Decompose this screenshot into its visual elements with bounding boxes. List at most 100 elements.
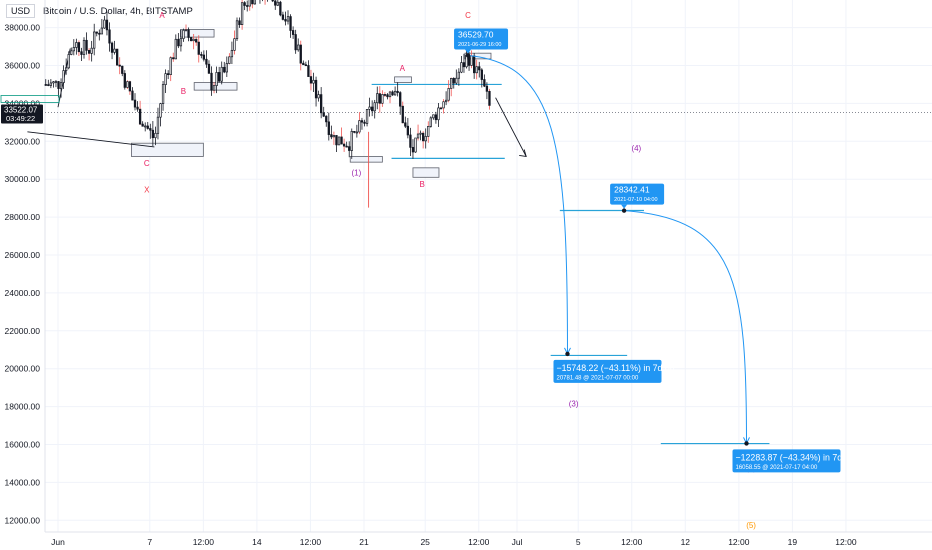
candle-up [350,131,353,151]
candle-up [276,1,279,6]
candle-down [138,108,142,125]
callout-value: 28342.41 [614,185,650,195]
candle-up [182,29,185,39]
candle-down [422,132,425,142]
projection-curve [624,210,747,444]
candle-up [179,38,183,47]
y-tick-label: 32000.00 [5,136,41,146]
trendlines [27,48,527,158]
x-tick-label: 12:00 [300,537,322,547]
candle-down [345,145,348,148]
symbol-title[interactable]: Bitcoin / U.S. Dollar, 4h, BITSTAMP [43,5,193,17]
candle-down [197,41,200,55]
candle-up [475,66,478,74]
candle-down [406,125,410,136]
candle-up [365,109,369,124]
candle-up [442,101,445,109]
candle-down [325,115,328,123]
y-tick-label: 12000.00 [5,515,41,525]
current-price-value: 33522.07 [4,105,38,114]
candle-down [294,34,297,51]
x-tick-label: 12:00 [621,537,643,547]
alert-box [0,95,60,103]
x-tick-label: Jul [512,537,523,547]
candle-up [225,63,228,73]
candle-up [248,0,251,7]
candle-down [401,105,404,124]
wave-label: C [144,159,150,168]
callout-value: 36529.70 [458,29,494,39]
candle-up [65,67,68,71]
candle-down [210,72,213,91]
candle-down [151,129,155,139]
candle-down [391,91,394,96]
candle-up [455,77,458,84]
callout-box [454,28,509,50]
candle-up [235,20,239,40]
x-tick-label: 12:00 [835,537,857,547]
candle-down [378,93,381,104]
candle-up [228,56,231,64]
projection-end-dot [744,441,749,446]
wave-label: A [400,64,406,73]
candle-up [113,48,116,53]
wave-label: C [465,11,471,20]
candle-up [82,39,86,55]
candle-down [340,136,343,145]
wave-label: (3) [569,400,579,409]
price-callouts: 36529.70 2021-06-29 16:00 28342.41 2021-07-… [454,28,842,473]
target-box [553,359,662,383]
y-axis: 38000.00 36000.00 34000.00 32000.00 30000.00… [5,0,46,532]
candle-up [368,106,371,110]
price-zone [412,167,440,178]
candle-down [348,146,351,151]
candle-up [161,84,165,104]
candle-up [169,57,172,76]
callout-date: 2021-07-10 04:00 [614,197,657,203]
projection-start-dot [465,53,471,58]
trendline [495,97,527,157]
projection-curves [465,53,750,446]
candle-up [52,81,55,84]
target-detail: 16058.55 @ 2021-07-17 04:00 [736,465,818,471]
candle-down [327,121,330,135]
candle-down [98,32,101,35]
candle-down [307,65,310,77]
candle-up [70,50,73,55]
candle-down [320,94,323,114]
candle-down [77,42,81,53]
x-tick-label: 12 [681,537,691,547]
trend-arrowhead [519,149,527,158]
candle-up [59,82,63,89]
currency-button[interactable]: USD [6,4,36,18]
candle-up [159,103,162,118]
candle-down [238,20,241,25]
candle-down [207,63,211,74]
candle-down [473,55,476,74]
candle-down [360,120,364,123]
candle-down [291,30,295,35]
candle-down [409,134,412,148]
candle-down [483,79,486,87]
y-tick-label: 30000.00 [5,174,41,184]
candle-up [54,81,58,83]
chart-grid [45,0,932,532]
candle-down [274,0,277,6]
candle-down [363,121,366,124]
x-tick-label: 5 [576,537,581,547]
candle-up [215,72,218,86]
target-detail: 20781.48 @ 2021-07-07 00:00 [556,375,638,381]
candle-down [200,54,203,56]
candle-up [100,27,104,35]
candle-up [154,132,157,139]
y-tick-label: 14000.00 [5,477,41,487]
candle-down [133,99,137,108]
candle-down [335,135,338,146]
candle-down [279,1,282,16]
candle-down [87,50,91,54]
candle-down [195,38,198,43]
candle-down [330,134,333,138]
x-tick-label: 19 [788,537,798,547]
